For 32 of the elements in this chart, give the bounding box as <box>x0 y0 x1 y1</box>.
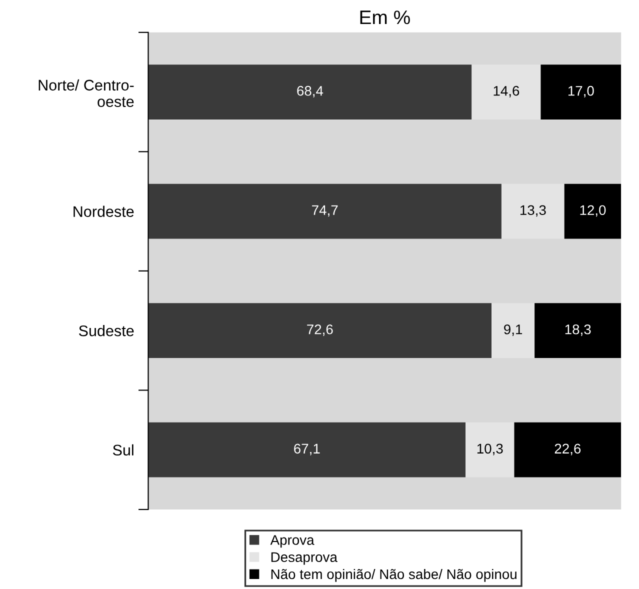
data-label: 9,1 <box>504 324 522 336</box>
bar <box>148 303 492 358</box>
data-label: 17,0 <box>568 86 594 98</box>
bar <box>492 303 535 358</box>
data-label: 18,3 <box>565 324 591 336</box>
bar <box>540 64 622 120</box>
data-label: 67,1 <box>294 444 320 456</box>
data-label: 68,4 <box>297 86 324 98</box>
data-label: 72,6 <box>307 324 333 336</box>
bar <box>534 303 622 358</box>
data-label: 22,6 <box>554 444 581 456</box>
data-label: 74,7 <box>312 205 338 217</box>
bar <box>148 422 466 478</box>
data-label: 14,6 <box>494 86 520 98</box>
data-label: 12,0 <box>580 205 606 217</box>
legend-label: Não tem opinião/ Não sabe/ Não opinou <box>271 568 516 582</box>
bar <box>514 422 622 478</box>
bar <box>148 184 502 239</box>
data-label: 10,3 <box>477 444 503 456</box>
bar <box>472 64 541 120</box>
bar <box>466 422 514 478</box>
y-tick-label: Sudeste <box>78 325 134 336</box>
bar <box>148 64 472 120</box>
y-tick-label: Norte/ Centro- oeste <box>38 79 134 108</box>
y-tick-label: Sul <box>112 444 134 456</box>
legend-label: Aprova <box>270 535 314 548</box>
bar <box>501 184 564 239</box>
legend-label: Desaprova <box>271 552 338 565</box>
y-tick-label: Nordeste <box>74 206 134 217</box>
data-label: 13,3 <box>520 205 546 217</box>
chart-title: Em % <box>360 10 410 24</box>
bar <box>564 184 622 239</box>
